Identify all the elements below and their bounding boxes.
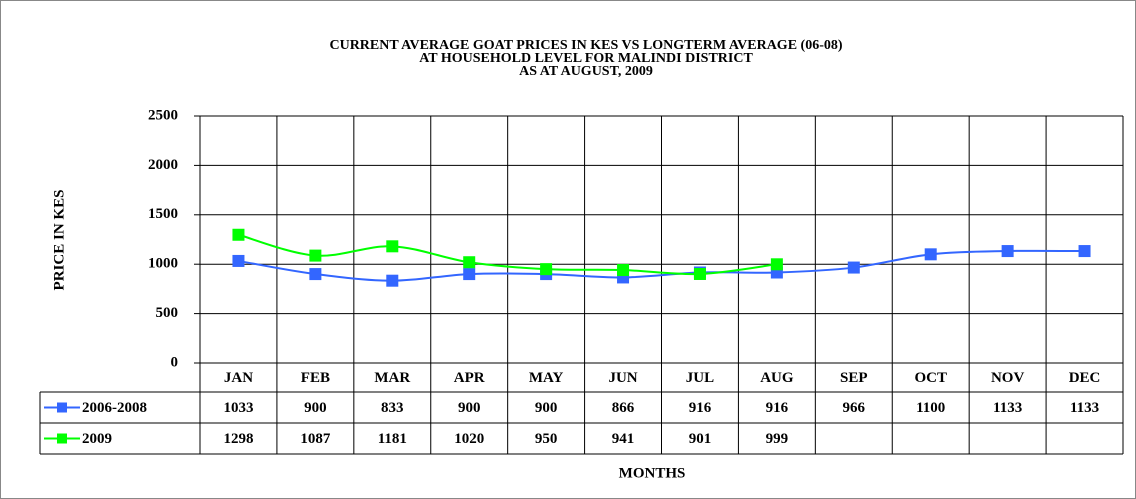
x-axis-label: MONTHS	[619, 465, 686, 481]
x-tick-label: NOV	[991, 370, 1025, 386]
point	[232, 228, 245, 241]
legend-label: 2006-2008	[82, 400, 147, 416]
point	[386, 274, 399, 287]
y-tick-label: 1500	[148, 206, 178, 222]
x-tick-label: MAY	[529, 370, 564, 386]
x-tick-label: FEB	[301, 370, 330, 386]
point	[463, 256, 476, 269]
y-tick-label: 1000	[148, 256, 178, 272]
legend-marker	[57, 433, 67, 444]
point	[770, 258, 783, 271]
point	[386, 240, 399, 253]
point	[232, 254, 245, 267]
table-value: 1133	[993, 400, 1022, 416]
table-value: 901	[689, 431, 712, 447]
table-value: 1100	[916, 400, 945, 416]
table-value: 866	[612, 400, 635, 416]
table-value: 1020	[454, 431, 484, 447]
x-tick-label: OCT	[914, 370, 947, 386]
table-value: 900	[304, 400, 327, 416]
x-tick-label: AUG	[760, 370, 794, 386]
x-tick-label: JUN	[608, 370, 637, 386]
table-value: 1133	[1070, 400, 1099, 416]
x-tick-label: JUL	[686, 370, 714, 386]
point	[1078, 245, 1091, 258]
table-value: 966	[843, 400, 866, 416]
point	[617, 264, 630, 277]
series-line	[238, 249, 1085, 282]
point	[1001, 245, 1014, 258]
series-line	[238, 233, 778, 276]
table-value: 1033	[223, 400, 253, 416]
point	[309, 268, 322, 281]
table-value: 1181	[378, 431, 407, 447]
x-tick-label: APR	[454, 370, 485, 386]
point	[463, 268, 476, 281]
point	[924, 248, 937, 261]
y-tick-label: 0	[171, 354, 179, 370]
point	[309, 249, 322, 262]
table-value: 1298	[223, 431, 253, 447]
table-value: 833	[381, 400, 404, 416]
x-tick-label: JAN	[224, 370, 253, 386]
point	[540, 263, 553, 276]
table-value: 950	[535, 431, 558, 447]
table-value: 900	[535, 400, 558, 416]
legend-label: 2009	[82, 431, 112, 447]
x-tick-label: MAR	[374, 370, 410, 386]
table-value: 916	[689, 400, 712, 416]
chart-title: CURRENT AVERAGE GOAT PRICES IN KES VS LO…	[329, 38, 842, 53]
y-tick-label: 500	[156, 305, 179, 321]
legend-marker	[57, 402, 67, 413]
y-tick-label: 2000	[148, 157, 178, 173]
table-value: 999	[766, 431, 789, 447]
chart-title: AS AT AUGUST, 2009	[519, 64, 653, 79]
table-value: 1087	[300, 431, 331, 447]
x-tick-label: SEP	[840, 370, 868, 386]
table-value: 900	[458, 400, 481, 416]
y-axis-label: PRICE IN KES	[51, 190, 67, 291]
point	[693, 267, 706, 280]
table-value: 916	[766, 400, 789, 416]
chart-title: AT HOUSEHOLD LEVEL FOR MALINDI DISTRICT	[419, 51, 753, 66]
point	[847, 261, 860, 274]
y-tick-label: 2500	[148, 107, 178, 123]
x-tick-label: DEC	[1069, 370, 1101, 386]
table-value: 941	[612, 431, 635, 447]
